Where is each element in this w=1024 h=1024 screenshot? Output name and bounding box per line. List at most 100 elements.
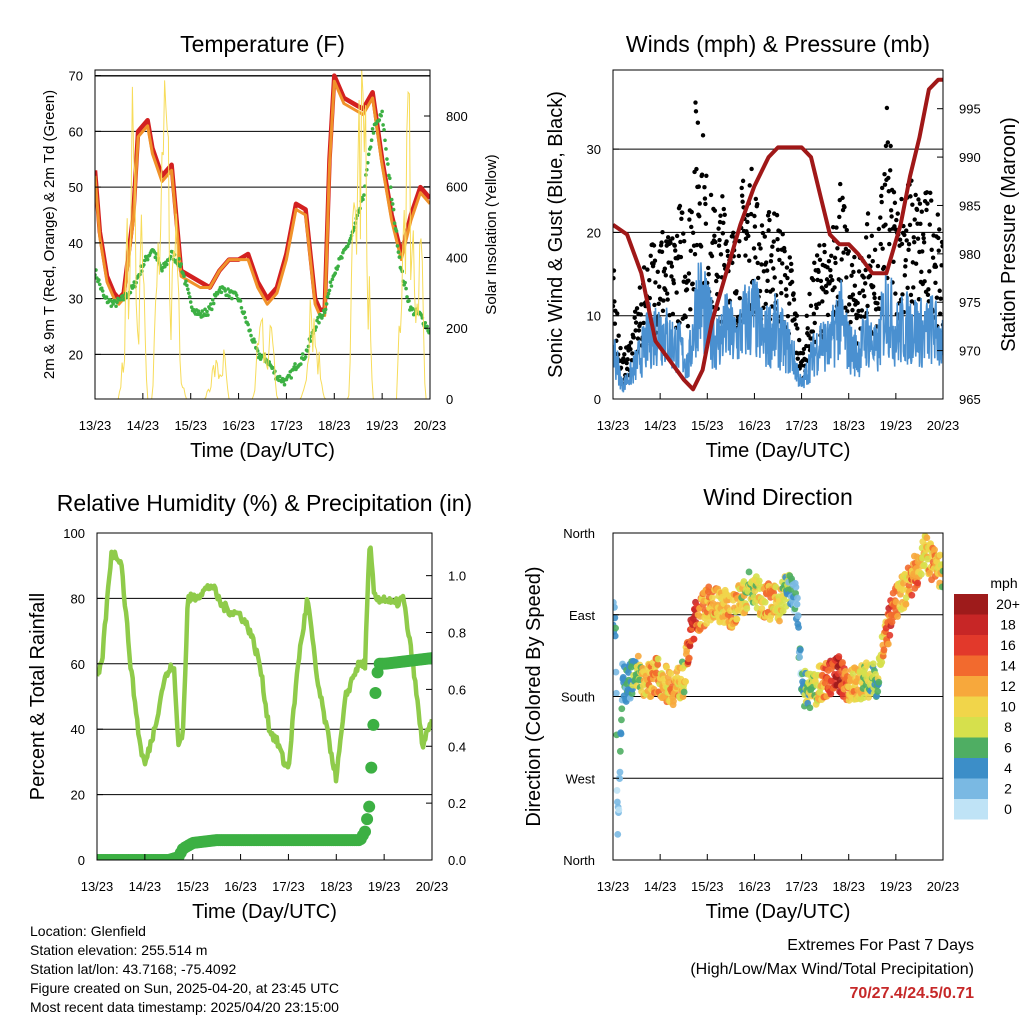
dewpoint-point	[120, 293, 125, 298]
y2-tick-label: 0.0	[448, 853, 466, 868]
gust-point	[892, 200, 898, 206]
gust-point	[832, 285, 837, 290]
gust-point	[696, 184, 701, 189]
gust-point	[925, 292, 931, 297]
gust-point	[753, 196, 759, 202]
gust-point	[684, 287, 690, 292]
gust-point	[910, 260, 916, 265]
dewpoint-point	[282, 382, 287, 387]
gust-point	[879, 185, 885, 191]
dewpoint-point	[289, 376, 294, 380]
gust-point	[635, 336, 641, 341]
gust-point	[672, 243, 677, 248]
gust-point	[919, 269, 924, 275]
gust-point	[888, 143, 893, 149]
gust-point	[891, 259, 896, 265]
dewpoint-point	[271, 366, 275, 370]
gust-point	[688, 307, 693, 312]
dewpoint-point	[377, 118, 382, 122]
y2-tick-label: 970	[959, 344, 981, 359]
gust-point	[725, 248, 730, 254]
rainfall-point	[369, 686, 382, 699]
y2-tick-label: 1.0	[448, 569, 466, 584]
gust-point	[689, 209, 694, 215]
gust-point	[905, 285, 910, 291]
dewpoint-point	[348, 236, 353, 241]
x-tick-label: 14/23	[644, 418, 677, 433]
gust-point	[613, 299, 617, 304]
direction-point	[618, 705, 626, 713]
gust-point	[772, 275, 777, 280]
dewpoint-point	[182, 274, 186, 278]
dewpoint-point	[346, 241, 351, 246]
dewpoint-point	[379, 113, 383, 118]
gust-point	[900, 292, 905, 297]
gust-point	[777, 229, 783, 234]
gust-point	[857, 290, 862, 296]
gust-point	[909, 299, 915, 304]
y2-tick-label: 0.6	[448, 682, 466, 697]
x-tick-label: 15/23	[176, 879, 209, 894]
direction-point	[793, 600, 801, 608]
dewpoint-point	[179, 262, 183, 266]
dewpoint-point	[394, 229, 399, 233]
recent-data-text: Most recent data timestamp: 2025/04/20 2…	[30, 999, 339, 1015]
gust-point	[767, 217, 772, 223]
gust-point	[756, 242, 762, 247]
dewpoint-point	[306, 344, 311, 349]
direction-point	[683, 647, 691, 655]
gust-point	[766, 209, 772, 215]
direction-point	[772, 583, 780, 591]
gust-point	[810, 329, 816, 334]
gust-point	[878, 241, 883, 247]
winds-panel: Winds (mph) & Pressure (mb) 13/23 14/23 15/…	[545, 31, 1020, 462]
gust-point	[922, 279, 927, 284]
gust-point	[866, 254, 872, 259]
gust-point	[775, 247, 781, 252]
gust-point	[824, 290, 829, 295]
dewpoint-point	[335, 267, 339, 271]
gust-point	[906, 247, 911, 253]
wind_direction-xlabel: Time (Day/UTC)	[706, 901, 851, 923]
gust-point	[699, 172, 705, 177]
x-tick-label: 13/23	[597, 879, 630, 894]
gust-point	[924, 190, 930, 195]
x-tick-label: 15/23	[691, 418, 724, 433]
gust-point	[687, 217, 692, 222]
gust-point	[712, 208, 718, 213]
direction-point	[886, 631, 894, 639]
direction-point	[614, 830, 622, 838]
dewpoint-point	[423, 320, 428, 325]
direction-point	[936, 551, 943, 559]
gust-point	[935, 212, 941, 217]
direction-point	[705, 583, 713, 591]
temperature-frame	[94, 69, 431, 400]
dewpoint-point	[300, 352, 305, 356]
gust-point	[916, 297, 922, 302]
dewpoint-point	[226, 287, 230, 291]
speed-legend: mph 20+ 18 16 14 12 10 8 6 4 2 0	[954, 575, 1020, 820]
gust-point	[825, 312, 831, 318]
gust-point	[706, 265, 711, 271]
gust-point	[795, 326, 800, 331]
y2-tick-label: 990	[959, 150, 981, 165]
x-tick-label: 13/23	[597, 418, 630, 433]
dewpoint-point	[419, 313, 424, 317]
gust-point	[703, 221, 709, 226]
gust-point	[879, 193, 884, 199]
direction-point	[938, 583, 943, 591]
direction-point	[806, 704, 814, 712]
gust-point	[843, 305, 848, 310]
x-tick-label: 16/23	[224, 879, 257, 894]
gust-point	[793, 322, 799, 327]
y-tick-label: 30	[587, 142, 601, 157]
direction-point	[613, 603, 618, 611]
dewpoint-point	[277, 374, 282, 379]
gust-point	[904, 238, 909, 243]
gust-point	[768, 259, 774, 264]
gust-point	[936, 248, 941, 253]
gust-point	[882, 172, 887, 177]
gust-point	[695, 120, 701, 125]
latlon-text: Station lat/lon: 43.7168; -75.4092	[30, 961, 237, 977]
gust-point	[690, 281, 695, 286]
